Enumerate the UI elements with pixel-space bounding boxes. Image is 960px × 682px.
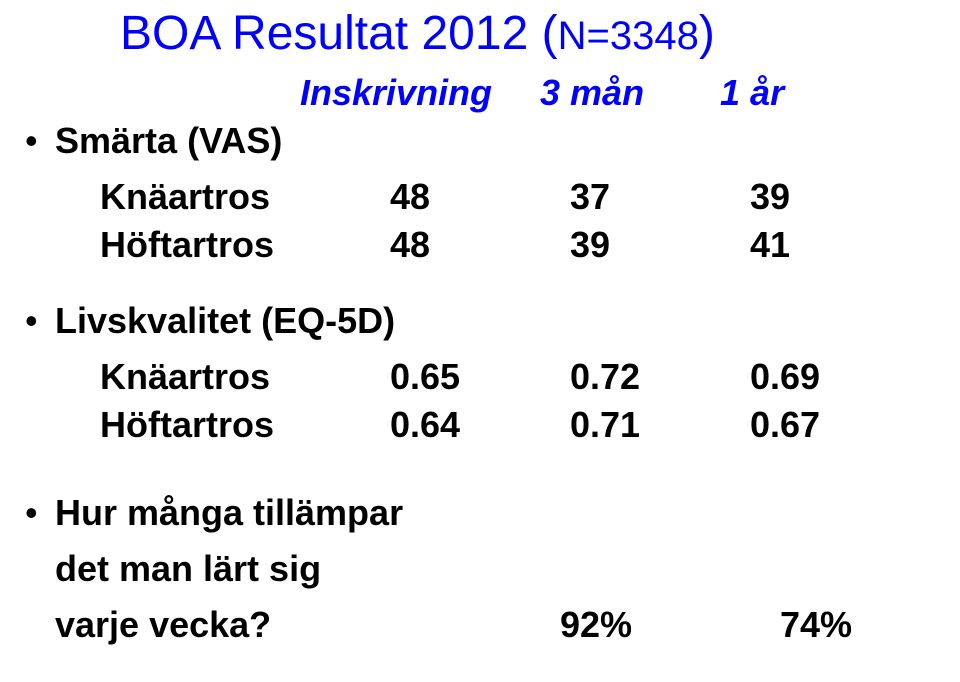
bullet-icon: • — [25, 120, 55, 162]
row-v1: 48 — [390, 176, 470, 218]
section3-v2: 74% — [780, 604, 900, 646]
row-v3: 41 — [750, 224, 830, 266]
section3-label2: det man lärt sig — [55, 548, 321, 590]
section1-label: Smärta (VAS) — [55, 120, 282, 162]
section2-label: Livskvalitet (EQ-5D) — [55, 300, 395, 342]
row-label: Knäartros — [100, 356, 270, 398]
slide-title: BOA Resultat 2012 (N=3348) — [120, 6, 715, 61]
row-v3: 39 — [750, 176, 830, 218]
header-1ar: 1 år — [720, 72, 820, 114]
bullet-icon: • — [25, 492, 55, 534]
title-main: BOA Resultat 2012 ( — [120, 7, 558, 60]
row-label: Knäartros — [100, 176, 270, 218]
section3-label1: Hur många tillämpar — [55, 492, 403, 534]
row-v2: 39 — [570, 224, 650, 266]
column-headers: Inskrivning 3 mån 1 år — [300, 72, 820, 114]
row-v1: 0.65 — [390, 356, 470, 398]
slide: BOA Resultat 2012 (N=3348) Inskrivning 3… — [0, 0, 960, 682]
section3-v1: 92% — [560, 604, 680, 646]
row-v1: 48 — [390, 224, 470, 266]
header-inskrivning: Inskrivning — [300, 72, 530, 114]
section3-label3: varje vecka? — [55, 604, 271, 646]
header-3man: 3 mån — [540, 72, 710, 114]
row-v3: 0.69 — [750, 356, 830, 398]
row-label: Höftartros — [100, 404, 274, 446]
row-label: Höftartros — [100, 224, 274, 266]
row-v3: 0.67 — [750, 404, 830, 446]
row-v1: 0.64 — [390, 404, 470, 446]
row-v2: 0.72 — [570, 356, 650, 398]
title-n: N=3348 — [558, 14, 699, 58]
bullet-icon: • — [25, 300, 55, 342]
title-close: ) — [699, 7, 715, 60]
row-v2: 37 — [570, 176, 650, 218]
row-v2: 0.71 — [570, 404, 650, 446]
